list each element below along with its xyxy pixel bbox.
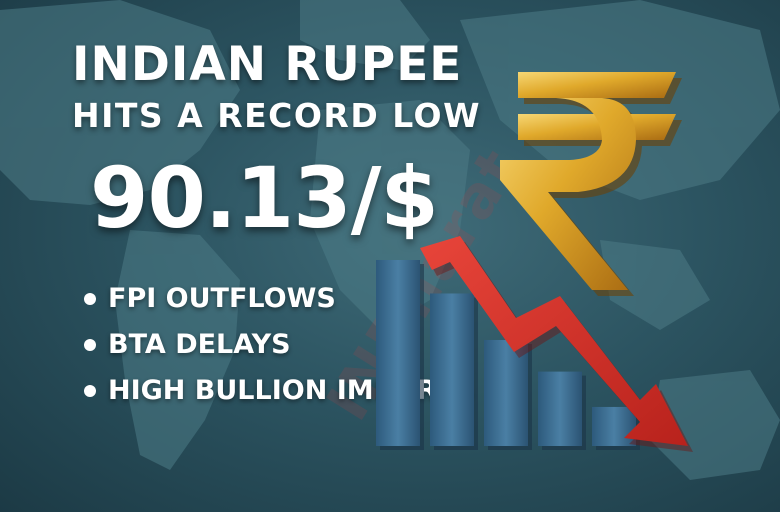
- bar: [538, 371, 582, 446]
- exchange-rate: 90.13/$: [90, 149, 439, 247]
- bar: [592, 406, 636, 446]
- bar: [376, 260, 420, 446]
- headline-line-1: INDIAN RUPEE: [72, 37, 463, 92]
- headline: INDIAN RUPEE HITS A RECORD LOW: [72, 36, 481, 138]
- reason-item: BTA DELAYS: [82, 328, 474, 362]
- reason-item: FPI OUTFLOWS: [82, 282, 474, 316]
- bar: [484, 339, 528, 446]
- down-arrow-icon: [420, 236, 693, 452]
- headline-line-2: HITS A RECORD LOW: [72, 96, 482, 135]
- decline-bar-chart: [376, 260, 640, 450]
- rupee-icon: [500, 72, 682, 296]
- bar: [430, 293, 474, 446]
